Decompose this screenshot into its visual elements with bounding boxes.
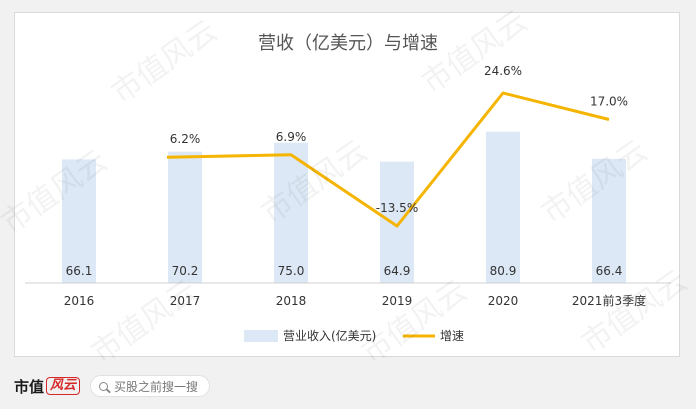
growth-value-label: 6.2% <box>170 132 201 146</box>
bar-2021前3季度 <box>592 158 626 283</box>
x-tick-label: 2018 <box>276 294 307 308</box>
bar-2016 <box>62 159 96 283</box>
site-logo[interactable]: 市值 风云 <box>14 376 81 397</box>
x-tick-label: 2016 <box>64 294 95 308</box>
legend-bar-swatch <box>244 330 278 342</box>
chart-card: 营收（亿美元）与增速 66.1 70.2 75.0 64.9 80.9 66.4 6.2% 6… <box>14 12 680 357</box>
legend-line-label: 增速 <box>440 329 464 343</box>
bar-2019 <box>380 161 414 283</box>
bar-value-label: 75.0 <box>278 264 305 278</box>
chart-title: 营收（亿美元）与增速 <box>258 33 438 54</box>
search-box[interactable]: 买股之前搜一搜 <box>90 375 211 397</box>
growth-value-label: 6.9% <box>276 130 307 144</box>
bar-value-label: 70.2 <box>172 264 199 278</box>
bar-2017 <box>168 151 202 283</box>
x-tick-label: 2019 <box>382 294 413 308</box>
logo-mark: 风云 <box>46 377 81 395</box>
x-tick-label: 2017 <box>170 294 201 308</box>
bar-value-label: 80.9 <box>490 264 517 278</box>
chart: 营收（亿美元）与增速 66.1 70.2 75.0 64.9 80.9 66.4 6.2% 6… <box>25 33 671 343</box>
search-placeholder: 买股之前搜一搜 <box>114 379 199 394</box>
growth-value-label: 24.6% <box>484 64 522 78</box>
growth-value-label: 17.0% <box>590 95 628 109</box>
bar-2020 <box>486 131 520 283</box>
legend-bar-label: 营业收入(亿美元) <box>283 328 376 343</box>
search-icon <box>99 381 109 391</box>
x-tick-label: 2020 <box>488 294 519 308</box>
x-tick-label: 2021前3季度 <box>572 293 646 308</box>
logo-text: 市值 <box>14 377 45 396</box>
growth-line <box>166 91 610 228</box>
bar-value-label: 66.4 <box>596 264 623 278</box>
bar-value-label: 64.9 <box>384 264 411 278</box>
bar-value-label: 66.1 <box>66 264 93 278</box>
footer: 市值 风云 买股之前搜一搜 <box>14 372 211 400</box>
growth-value-label: -13.5% <box>376 201 418 215</box>
bar-2018 <box>274 142 308 283</box>
